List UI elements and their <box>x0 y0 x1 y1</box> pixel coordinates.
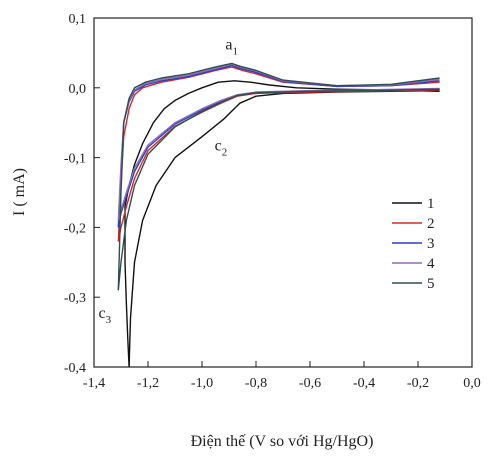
annotation-letter: c <box>215 138 222 155</box>
legend: 1 2 3 4 5 <box>392 196 435 292</box>
series-1-line <box>124 206 130 367</box>
series-4-line <box>117 63 440 221</box>
annotation-subscript: 2 <box>222 147 228 159</box>
x-tick-label: 0,0 <box>463 376 481 391</box>
y-tick-label: 0,0 <box>69 82 87 97</box>
series-2-line <box>117 89 440 242</box>
legend-label: 4 <box>427 256 435 272</box>
x-axis: -1,4 -1,2 -1,0 -0,8 -0,6 -0,4 -0,2 0,0 <box>83 361 481 391</box>
annotation-label: c2 <box>215 138 228 159</box>
annotation-subscript: 1 <box>233 45 239 57</box>
annotation-letter: a <box>225 36 232 53</box>
series-5-line <box>117 88 440 291</box>
x-tick-label: -1,4 <box>83 376 105 391</box>
y-tick-label: -0,1 <box>64 152 86 167</box>
x-tick-label: -0,8 <box>245 376 267 391</box>
x-tick-label: -1,2 <box>137 376 159 391</box>
legend-label: 2 <box>427 216 435 232</box>
x-axis-title: Điện thế (V so với Hg/HgO) <box>191 433 374 450</box>
series-4-line <box>117 87 440 221</box>
legend-label: 5 <box>427 276 435 292</box>
series-1-line <box>124 80 440 207</box>
annotation-subscript: 3 <box>106 314 112 326</box>
x-tick-label: -0,4 <box>353 376 375 391</box>
plot-lines <box>117 62 440 367</box>
plot-frame <box>93 17 473 368</box>
x-tick-label: -0,2 <box>407 376 429 391</box>
y-tick-label: -0,4 <box>64 361 86 376</box>
y-axis: 0,1 0,0 -0,1 -0,2 -0,3 -0,4 <box>64 12 100 376</box>
y-tick-label: 0,1 <box>69 12 87 27</box>
y-axis-title: I ( mA) <box>11 168 28 216</box>
series-1-line <box>128 89 440 367</box>
series-5-line <box>117 62 440 291</box>
annotation-letter: c <box>98 305 105 322</box>
x-tick-label: -1,0 <box>191 376 213 391</box>
legend-label: 3 <box>427 236 435 252</box>
annotation-label: c3 <box>98 305 111 326</box>
x-tick-label: -0,6 <box>299 376 321 391</box>
y-tick-label: -0,3 <box>64 291 86 306</box>
legend-label: 1 <box>427 196 435 212</box>
annotation-label: a1 <box>225 36 238 57</box>
series-3-line <box>117 88 440 228</box>
y-tick-label: -0,2 <box>64 221 86 236</box>
